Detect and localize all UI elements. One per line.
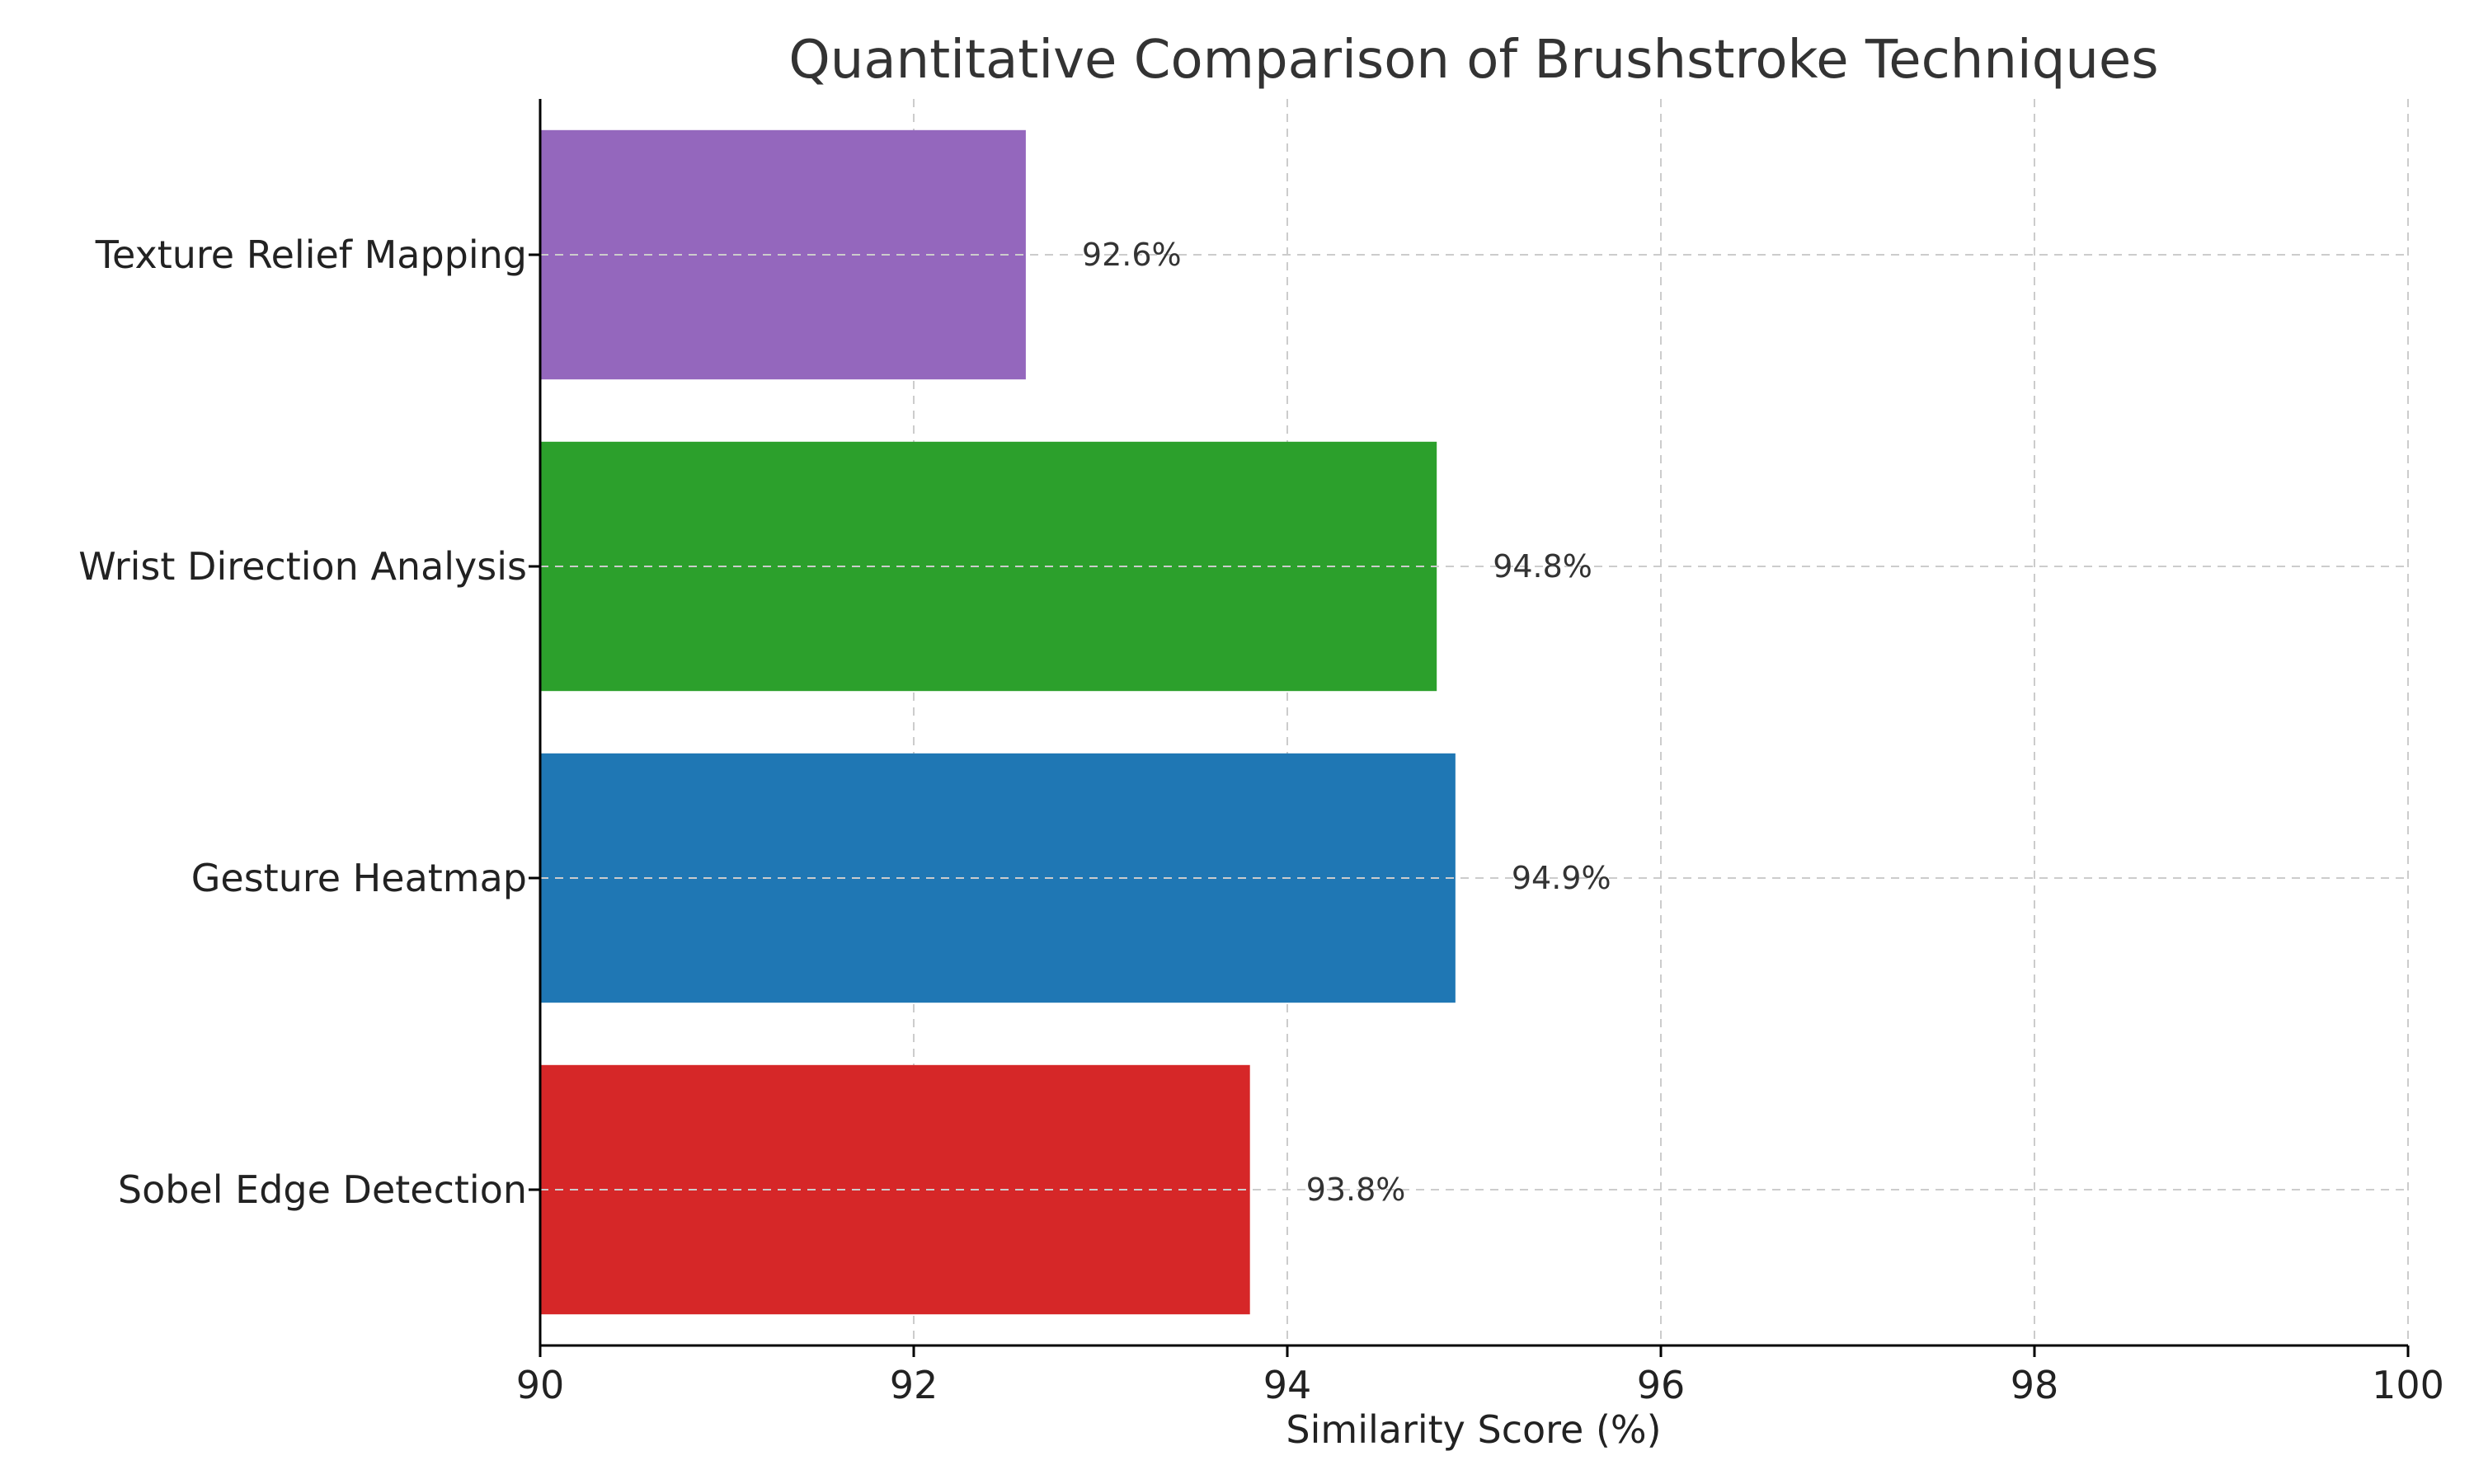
x-tick-label: 94 [1263, 1363, 1312, 1407]
x-tick-label: 92 [890, 1363, 938, 1407]
category-label: Gesture Heatmap [191, 856, 527, 900]
x-tick-label: 98 [2011, 1363, 2059, 1407]
labels: 90 92 94 96 98 100 Sobel Edge Detection Gesture… [78, 232, 2444, 1407]
bars [540, 129, 2408, 1315]
x-tick-label: 96 [1637, 1363, 1686, 1407]
category-label: Wrist Direction Analysis [78, 544, 527, 589]
x-tick-label: 100 [2372, 1363, 2444, 1407]
data-label: 94.9% [1512, 860, 1611, 896]
category-label: Sobel Edge Detection [118, 1167, 527, 1212]
chart-title: Quantitative Comparison of Brushstroke T… [788, 30, 2158, 91]
x-tick-label: 90 [516, 1363, 565, 1407]
data-label: 92.6% [1082, 237, 1182, 273]
bar [540, 1064, 1250, 1315]
data-label: 94.8% [1493, 548, 1592, 585]
x-axis-label: Similarity Score (%) [1286, 1407, 1661, 1452]
axes [529, 99, 2410, 1357]
data-label: 93.8% [1306, 1172, 1406, 1208]
category-label: Texture Relief Mapping [95, 232, 527, 277]
